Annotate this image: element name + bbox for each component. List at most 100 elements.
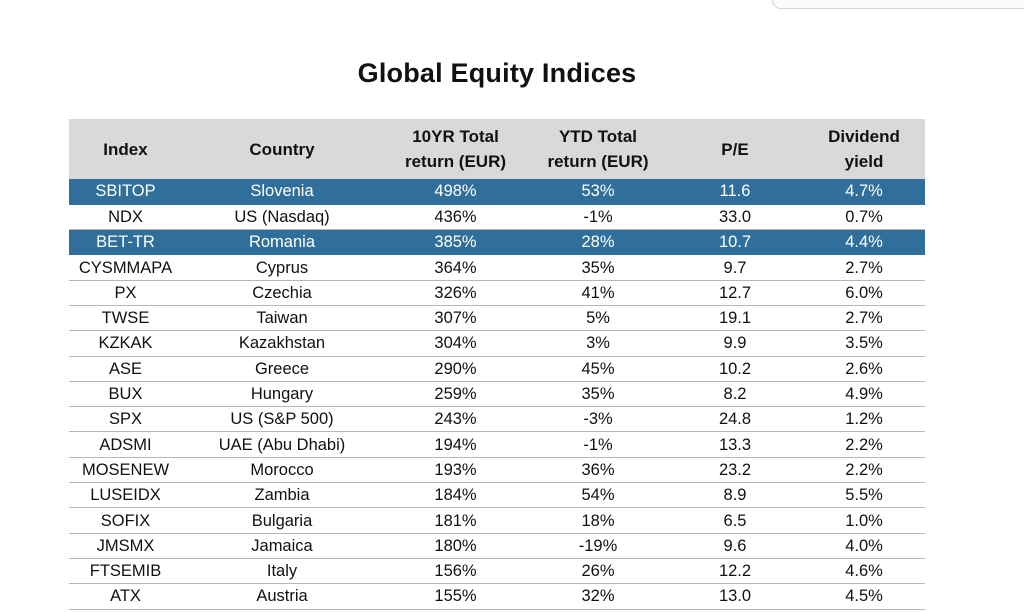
cell-10yr-return: 181% [382, 507, 529, 534]
table-row: ADSMI UAE (Abu Dhabi) 194% -1% 13.3 2.2% [69, 431, 925, 458]
table-row: BUX Hungary 259% 35% 8.2 4.9% [69, 381, 925, 408]
cell-ytd-return: -1% [529, 431, 667, 458]
cell-dividend-yield: 4.0% [803, 533, 925, 559]
header-country: Country [249, 139, 315, 159]
cell-ytd-return: 54% [529, 482, 667, 509]
cell-dividend-yield: 2.6% [803, 356, 925, 382]
cell-pe: 8.2 [667, 381, 803, 408]
cell-index: NDX [69, 204, 182, 231]
cell-country: Hungary [182, 381, 382, 408]
cell-ytd-return: 36% [529, 457, 667, 484]
cell-ytd-return: -19% [529, 533, 667, 559]
cell-10yr-return: 259% [382, 381, 529, 408]
cell-ytd-return: -1% [529, 204, 667, 231]
page-title: Global Equity Indices [357, 58, 637, 88]
cell-dividend-yield: 4.5% [803, 583, 925, 610]
cell-country: Zambia [182, 482, 382, 509]
cell-pe: 33.0 [667, 204, 803, 231]
table-row: ATX Austria 155% 32% 13.0 4.5% [69, 583, 925, 610]
cell-index: PX [69, 280, 182, 306]
cell-pe: 24.8 [667, 406, 803, 433]
cell-country: Bulgaria [182, 507, 382, 534]
cell-index: BET-TR [69, 229, 182, 256]
table-row: PX Czechia 326% 41% 12.7 6.0% [69, 280, 925, 306]
cell-country: Austria [182, 583, 382, 610]
cell-dividend-yield: 4.4% [803, 229, 925, 256]
cell-pe: 9.7 [667, 254, 803, 281]
cell-ytd-return: 3% [529, 330, 667, 357]
header-pe: P/E [721, 139, 749, 159]
cell-pe: 13.0 [667, 583, 803, 610]
cell-pe: 9.9 [667, 330, 803, 357]
header-dividend-yield: Dividend yield [828, 127, 900, 171]
cell-10yr-return: 385% [382, 229, 529, 256]
cell-dividend-yield: 4.6% [803, 558, 925, 585]
table-row: LUSEIDX Zambia 184% 54% 8.9 5.5% [69, 482, 925, 509]
window-edge [772, 0, 1024, 9]
cell-index: CYSMMAPA [69, 254, 182, 281]
cell-ytd-return: 45% [529, 356, 667, 382]
cell-ytd-return: 32% [529, 583, 667, 610]
table-row: SPX US (S&P 500) 243% -3% 24.8 1.2% [69, 406, 925, 433]
cell-dividend-yield: 5.5% [803, 482, 925, 509]
cell-10yr-return: 304% [382, 330, 529, 357]
cell-pe: 11.6 [667, 179, 803, 205]
cell-ytd-return: 41% [529, 280, 667, 306]
table-row: SBITOP Slovenia 498% 53% 11.6 4.7% [69, 179, 925, 205]
cell-ytd-return: 35% [529, 254, 667, 281]
cell-index: SBITOP [69, 179, 182, 205]
table-header: Index Country 10YR Total return (EUR) YT… [69, 119, 925, 179]
cell-index: JMSMX [69, 533, 182, 559]
cell-10yr-return: 243% [382, 406, 529, 433]
cell-pe: 9.6 [667, 533, 803, 559]
cell-index: ATX [69, 583, 182, 610]
cell-ytd-return: -3% [529, 406, 667, 433]
cell-country: Czechia [182, 280, 382, 306]
cell-dividend-yield: 2.7% [803, 254, 925, 281]
cell-pe: 23.2 [667, 457, 803, 484]
cell-country: Jamaica [182, 533, 382, 559]
cell-10yr-return: 184% [382, 482, 529, 509]
cell-ytd-return: 28% [529, 229, 667, 256]
cell-dividend-yield: 3.5% [803, 330, 925, 357]
cell-index: BUX [69, 381, 182, 408]
cell-dividend-yield: 2.2% [803, 431, 925, 458]
cell-country: Italy [182, 558, 382, 585]
cell-ytd-return: 53% [529, 179, 667, 205]
cell-10yr-return: 498% [382, 179, 529, 205]
cell-ytd-return: 5% [529, 305, 667, 332]
cell-dividend-yield: 1.2% [803, 406, 925, 433]
cell-index: KZKAK [69, 330, 182, 357]
cell-pe: 10.2 [667, 356, 803, 382]
cell-country: Taiwan [182, 305, 382, 332]
cell-country: Cyprus [182, 254, 382, 281]
cell-pe: 6.5 [667, 507, 803, 534]
cell-10yr-return: 193% [382, 457, 529, 484]
cell-10yr-return: 364% [382, 254, 529, 281]
table-row: JMSMX Jamaica 180% -19% 9.6 4.0% [69, 533, 925, 559]
cell-country: Morocco [182, 457, 382, 484]
cell-ytd-return: 18% [529, 507, 667, 534]
cell-10yr-return: 307% [382, 305, 529, 332]
cell-dividend-yield: 6.0% [803, 280, 925, 306]
cell-10yr-return: 156% [382, 558, 529, 585]
table-row: NDX US (Nasdaq) 436% -1% 33.0 0.7% [69, 204, 925, 231]
cell-10yr-return: 436% [382, 204, 529, 231]
cell-dividend-yield: 2.2% [803, 457, 925, 484]
cell-dividend-yield: 1.0% [803, 507, 925, 534]
cell-10yr-return: 326% [382, 280, 529, 306]
cell-pe: 10.7 [667, 229, 803, 256]
cell-country: Slovenia [182, 179, 382, 205]
table-row: KZKAK Kazakhstan 304% 3% 9.9 3.5% [69, 330, 925, 357]
cell-index: MOSENEW [69, 457, 182, 484]
table-row: FTSEMIB Italy 156% 26% 12.2 4.6% [69, 558, 925, 585]
table-row: BET-TR Romania 385% 28% 10.7 4.4% [69, 229, 925, 256]
cell-index: FTSEMIB [69, 558, 182, 585]
header-row: Index Country 10YR Total return (EUR) YT… [69, 119, 925, 179]
table-body: SBITOP Slovenia 498% 53% 11.6 4.7% NDX US (Nasd… [69, 179, 925, 610]
cell-pe: 8.9 [667, 482, 803, 509]
cell-pe: 12.7 [667, 280, 803, 306]
header-10yr-return: 10YR Total return (EUR) [404, 127, 507, 171]
cell-10yr-return: 180% [382, 533, 529, 559]
cell-country: Greece [182, 356, 382, 382]
